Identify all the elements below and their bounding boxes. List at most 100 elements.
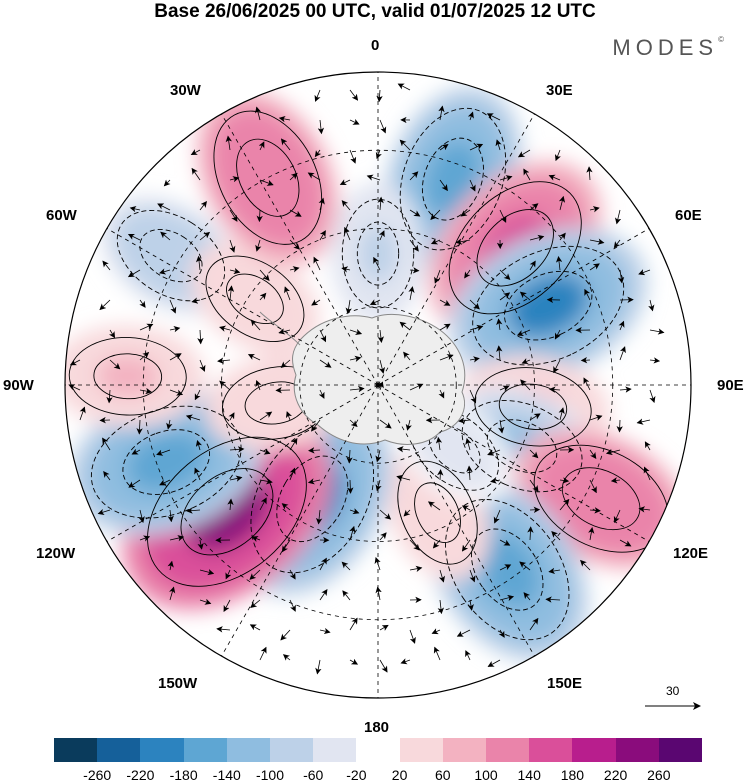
wind-arrow: [311, 419, 321, 432]
wind-arrow: [250, 599, 261, 608]
wind-arrow: [399, 139, 411, 151]
map-title: Base 26/06/2025 00 UTC, valid 01/07/2025…: [154, 1, 596, 22]
wind-arrow: [605, 448, 621, 456]
wind-arrow: [349, 419, 358, 427]
wind-arrow: [249, 624, 261, 631]
wind-arrow: [558, 407, 565, 421]
wind-arrow: [499, 175, 513, 182]
wind-arrow: [439, 144, 449, 151]
wind-arrow: [466, 465, 473, 481]
wind-arrow: [589, 479, 597, 494]
colorbar-tick-label: -260: [83, 767, 112, 783]
wind-arrow: [258, 141, 265, 151]
wind-arrow: [289, 569, 296, 580]
wind-arrow: [589, 449, 597, 460]
wind-arrow: [487, 659, 501, 667]
wind-arrow: [289, 467, 296, 481]
wind-arrow: [317, 119, 325, 135]
wind-vectors: [68, 83, 665, 675]
wind-arrow: [308, 447, 321, 454]
wind-arrow: [589, 206, 600, 213]
wind-arrow: [307, 478, 321, 485]
wind-arrow: [127, 233, 141, 241]
contour-line: [476, 209, 554, 287]
lon-label-180: 180: [364, 719, 390, 736]
lon-label-90w: 90W: [3, 377, 34, 394]
wind-arrow: [499, 564, 512, 571]
pole-marker: [375, 382, 381, 388]
wind-arrow: [548, 174, 561, 181]
contour-line: [445, 499, 570, 641]
wind-arrow: [127, 269, 141, 278]
wind-arrow: [349, 525, 356, 541]
antarctica-landmass: [259, 311, 466, 445]
wind-arrow: [523, 592, 531, 601]
contour-line: [122, 429, 211, 495]
wind-arrow: [318, 389, 325, 399]
wind-arrow: [545, 596, 561, 603]
contour-line: [504, 270, 593, 341]
wind-arrow: [521, 358, 531, 365]
wind-arrow: [617, 269, 625, 284]
wind-arrow: [643, 466, 651, 481]
wind-arrow: [369, 299, 381, 305]
wind-arrow: [619, 346, 626, 361]
wind-arrow: [247, 354, 261, 361]
map-disk: [65, 72, 691, 698]
wind-arrow: [409, 629, 416, 644]
wind-arrow: [255, 379, 262, 391]
contour-line: [471, 528, 544, 611]
wind-arrow: [259, 497, 267, 511]
wind-arrow: [377, 329, 384, 343]
wind-arrow: [199, 598, 212, 605]
wind-arrow: [469, 179, 476, 192]
wind-arrow: [396, 446, 411, 453]
wind-arrow: [377, 196, 384, 211]
wind-arrow: [456, 629, 471, 637]
wind-arrow: [166, 419, 173, 430]
lon-label-60e: 60E: [675, 207, 702, 224]
anomaly-core: [229, 276, 281, 322]
wind-arrow: [139, 535, 151, 542]
contour-line: [414, 482, 461, 543]
wind-arrow: [458, 417, 471, 424]
wind-arrow: [469, 143, 484, 151]
wind-arrow: [227, 285, 235, 301]
wind-arrow: [225, 569, 232, 580]
modes-logo: MODES©: [612, 35, 724, 61]
wind-arrow: [216, 626, 231, 633]
wind-arrow: [433, 646, 441, 661]
wind-arrow: [169, 535, 185, 542]
contour-line: [205, 255, 305, 343]
wind-arrow: [106, 389, 113, 404]
contour-line: [428, 425, 481, 474]
wind-arrow: [379, 509, 392, 520]
contour-line: [276, 455, 349, 543]
wind-arrow: [434, 269, 441, 284]
logo-mark: ©: [718, 35, 724, 44]
wind-arrow: [186, 507, 201, 514]
wind-arrow: [554, 149, 561, 162]
wind-arrow: [199, 359, 206, 372]
vector-scale-value: 30: [666, 684, 680, 698]
colorbar-swatch: [54, 738, 98, 762]
wind-arrow: [499, 594, 515, 602]
wind-arrow: [469, 356, 480, 363]
wind-arrow: [289, 239, 300, 250]
wind-arrow: [259, 411, 273, 421]
colorbar-tick-label: -60: [303, 767, 324, 783]
wind-arrow: [516, 329, 531, 337]
wind-arrow: [349, 149, 357, 164]
wind-arrow: [289, 599, 296, 612]
wind-arrow: [403, 351, 411, 361]
wind-arrow: [194, 467, 201, 481]
contour-line: [226, 273, 284, 325]
wind-arrow: [349, 385, 365, 393]
wind-arrow: [467, 599, 474, 611]
wind-arrow: [197, 329, 204, 345]
colorbar-tick-label: 180: [560, 767, 585, 783]
contour-line: [397, 460, 478, 565]
contour-line: [448, 181, 582, 315]
wind-arrow: [409, 565, 423, 573]
wind-arrow: [289, 172, 298, 181]
